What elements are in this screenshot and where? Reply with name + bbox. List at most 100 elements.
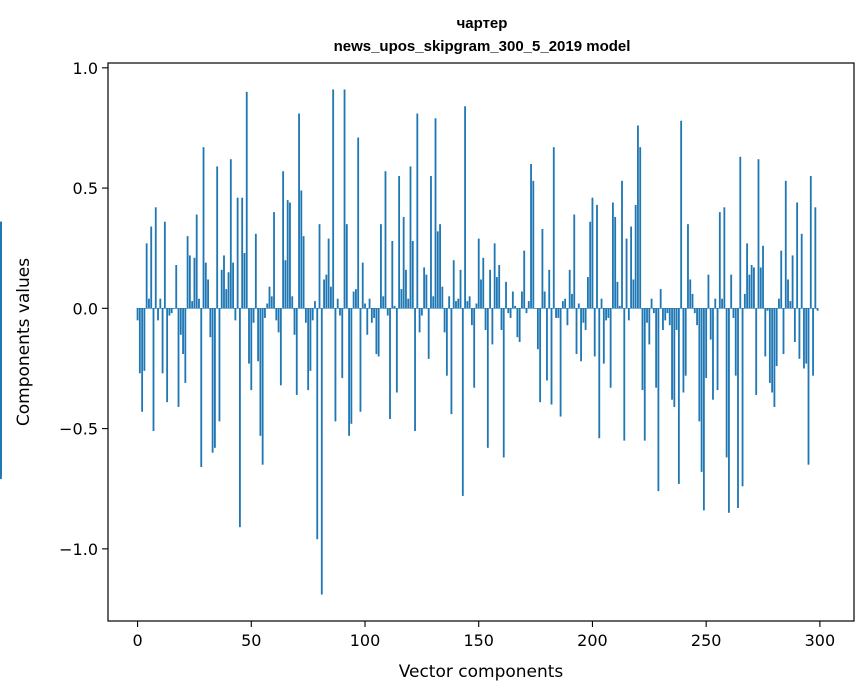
bar-238 xyxy=(677,308,680,484)
bar-207 xyxy=(607,308,610,318)
bar-29 xyxy=(202,147,205,309)
bar-105 xyxy=(375,308,378,355)
bar-220 xyxy=(637,125,639,309)
bar-243 xyxy=(689,279,692,309)
bar-217 xyxy=(630,226,633,309)
bar-288 xyxy=(791,255,794,309)
bar-197 xyxy=(584,308,587,330)
bar-102 xyxy=(368,298,371,309)
x-tick-label-250: 250 xyxy=(691,631,722,650)
bar-80 xyxy=(318,224,321,309)
bar-128 xyxy=(427,308,430,359)
bar-298 xyxy=(814,207,817,309)
bar-100 xyxy=(364,303,366,309)
bar-189 xyxy=(566,308,569,326)
bar-280 xyxy=(773,308,776,407)
bar-202 xyxy=(596,204,598,309)
x-tick-label-0: 0 xyxy=(132,631,142,650)
bar-119 xyxy=(407,298,410,309)
bar-293 xyxy=(803,308,805,369)
bar-145 xyxy=(466,301,469,309)
bar-92 xyxy=(345,224,348,309)
bar-196 xyxy=(582,308,585,323)
bar-256 xyxy=(718,212,721,309)
bar-151 xyxy=(480,279,482,309)
bar-65 xyxy=(284,260,287,309)
bar-252 xyxy=(709,308,712,340)
bar-184 xyxy=(555,308,557,318)
bar-294 xyxy=(805,308,808,364)
bar-67 xyxy=(289,202,291,309)
bar-116 xyxy=(400,289,403,309)
bar-254 xyxy=(714,298,717,309)
bar-89 xyxy=(339,308,341,316)
bar-147 xyxy=(470,308,473,326)
bar-6 xyxy=(150,226,153,309)
bar-171 xyxy=(525,308,528,314)
bar-96 xyxy=(355,289,357,309)
bar-141 xyxy=(457,298,460,309)
x-axis-label: Vector components xyxy=(399,662,564,682)
bar-91 xyxy=(343,89,346,309)
bar-115 xyxy=(398,176,401,309)
bar-123 xyxy=(416,113,419,309)
bar-69 xyxy=(293,308,296,335)
bar-236 xyxy=(673,308,676,407)
bar-289 xyxy=(793,308,796,342)
bar-126 xyxy=(423,267,426,309)
bar-49 xyxy=(248,308,250,364)
bar-134 xyxy=(441,286,444,309)
bar-61 xyxy=(275,308,278,321)
bar-215 xyxy=(625,238,628,309)
bar-165 xyxy=(511,291,514,309)
bar-75 xyxy=(307,308,310,391)
bar-159 xyxy=(498,265,501,309)
bar-42 xyxy=(232,262,234,309)
bar-261 xyxy=(730,274,733,309)
bar-193 xyxy=(575,308,578,355)
bar-229 xyxy=(657,308,660,492)
bar-287 xyxy=(789,301,792,309)
bar-181 xyxy=(548,269,551,309)
bar-62 xyxy=(277,308,280,333)
bar-292 xyxy=(800,233,803,309)
bar-97 xyxy=(357,137,360,309)
bar-28 xyxy=(200,308,203,468)
bar-205 xyxy=(602,308,605,364)
bar-39 xyxy=(225,289,228,309)
bar-168 xyxy=(518,308,521,342)
bar-21 xyxy=(184,308,187,383)
bar-26 xyxy=(195,214,198,309)
bar-156 xyxy=(491,308,494,345)
bar-191 xyxy=(571,293,573,309)
bar-299 xyxy=(816,308,819,311)
bar-235 xyxy=(671,308,673,400)
bar-210 xyxy=(614,216,617,309)
bar-95 xyxy=(352,291,355,309)
y-tick-label--1: −1.0 xyxy=(59,540,98,559)
bar-200 xyxy=(591,197,594,309)
bar-182 xyxy=(550,308,553,405)
bar-180 xyxy=(546,308,548,381)
bar-194 xyxy=(577,303,580,309)
bar-163 xyxy=(507,308,510,314)
x-tick-label-300: 300 xyxy=(805,631,836,650)
bar-265 xyxy=(739,156,742,309)
bar-54 xyxy=(259,308,262,436)
bar-1 xyxy=(138,308,141,374)
bar-208 xyxy=(609,308,612,388)
bar-242 xyxy=(687,224,689,309)
bar-233 xyxy=(666,308,669,314)
bar-undefined xyxy=(0,221,2,309)
bar-23 xyxy=(188,255,191,309)
bar-131 xyxy=(434,118,437,309)
bar-214 xyxy=(623,308,626,441)
bar-162 xyxy=(505,281,507,309)
chart-title-line2: news_upos_skipgram_300_5_2019 model xyxy=(334,38,631,55)
bar-258 xyxy=(723,207,726,309)
bar-158 xyxy=(496,277,498,309)
bar-45 xyxy=(239,308,241,528)
y-tick-label-1: 1.0 xyxy=(73,59,98,78)
bar-2 xyxy=(141,308,144,412)
bar-9 xyxy=(157,308,159,321)
